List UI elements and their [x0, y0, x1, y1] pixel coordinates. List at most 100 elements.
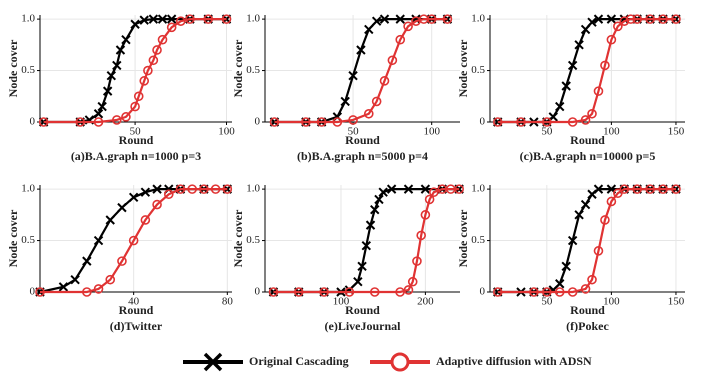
cross-marker: [371, 16, 382, 26]
circle-marker: [454, 184, 464, 194]
circle-marker: [332, 117, 343, 127]
x-axis-label: Round: [119, 303, 154, 317]
cross-marker: [361, 240, 372, 251]
y-axis-label: Node cover: [456, 209, 470, 267]
cross-marker: [102, 86, 113, 96]
circle-marker: [407, 276, 418, 287]
cross-marker: [139, 15, 149, 25]
y-tick-label: 0: [255, 116, 261, 128]
x-tick-label: 100: [423, 126, 440, 138]
cross-marker: [379, 14, 390, 24]
circle-marker: [117, 256, 127, 266]
circle-marker: [593, 246, 604, 256]
circle-marker: [671, 14, 681, 24]
circle-marker: [412, 256, 422, 266]
circle-marker: [492, 287, 503, 297]
cross-marker: [593, 14, 604, 24]
circle-marker: [369, 287, 380, 297]
caption: (f)Pokec: [566, 319, 609, 333]
y-tick-label: 0.5: [471, 234, 485, 246]
cross-marker: [374, 194, 384, 205]
circle-marker: [35, 287, 45, 297]
circle-marker: [395, 287, 405, 297]
series-line: [497, 188, 676, 294]
cross-marker: [356, 45, 366, 55]
cross-marker: [555, 101, 565, 112]
circle-marker: [567, 287, 578, 297]
circle-marker: [625, 14, 636, 24]
circle-marker: [269, 117, 280, 127]
x-tick-label: 100: [218, 126, 235, 138]
circle-marker: [157, 34, 168, 45]
cross-marker: [58, 282, 69, 292]
cross-marker: [128, 192, 139, 203]
subplot: 0 0.5 1.0 50 100 150 Round Node cover (c)B.A.gra…: [456, 13, 685, 163]
circle-marker: [139, 76, 150, 86]
circle-marker: [166, 22, 177, 33]
circle-marker: [203, 14, 214, 24]
caption: (a)B.A.graph n=1000 p=3: [71, 149, 201, 163]
cross-marker: [386, 184, 397, 194]
cross-marker: [357, 261, 367, 271]
subplot: 0 0.5 1.0 50 100 150 Round Node cover (f)Pokec: [456, 183, 685, 333]
y-axis-label: Node cover: [231, 39, 245, 97]
circle-marker: [133, 91, 144, 102]
cross-marker: [364, 24, 374, 35]
circle-marker: [121, 112, 131, 122]
circle-marker: [632, 184, 643, 194]
circle-marker: [658, 184, 668, 194]
y-tick-label: 1.0: [471, 183, 485, 195]
y-axis-label: Node cover: [456, 39, 470, 97]
cross-marker: [105, 215, 115, 225]
circle-marker: [529, 287, 539, 297]
circle-marker: [130, 101, 140, 112]
cross-marker: [378, 187, 388, 197]
circle-marker: [105, 274, 116, 285]
cross-marker: [152, 184, 162, 194]
circle-marker: [199, 184, 209, 194]
cross-marker: [140, 187, 151, 197]
caption: (c)B.A.graph n=10000 p=5: [520, 149, 656, 163]
cross-marker: [121, 34, 131, 45]
legend: Original Cascading Adaptive diffusion wit…: [183, 352, 592, 372]
y-tick-label: 0.5: [246, 234, 260, 246]
y-tick-label: 0: [30, 116, 36, 128]
x-axis-label: Round: [570, 303, 605, 317]
circle-marker: [619, 16, 630, 26]
x-tick-label: 50: [541, 296, 553, 308]
circle-marker: [152, 45, 162, 55]
circle-marker: [268, 287, 279, 297]
circle-marker: [75, 117, 86, 127]
cross-marker: [166, 14, 177, 24]
circle-marker: [143, 65, 153, 76]
cross-marker: [112, 60, 122, 71]
circle-marker: [210, 184, 221, 194]
cross-marker: [370, 204, 380, 215]
circle-marker: [301, 117, 311, 127]
x-tick-label: 100: [603, 296, 620, 308]
cross-marker: [353, 277, 363, 287]
circle-marker: [580, 115, 591, 125]
circle-marker: [152, 199, 162, 210]
x-tick-label: 50: [541, 126, 553, 138]
x-tick-label: 200: [417, 296, 434, 308]
circle-marker: [416, 230, 426, 241]
series-line: [43, 18, 227, 124]
circle-marker: [222, 184, 233, 194]
circle-marker: [128, 235, 139, 246]
legend-marker: [203, 352, 223, 372]
series-line: [40, 188, 228, 294]
caption: (d)Twitter: [110, 319, 163, 333]
caption: (e)LiveJournal: [325, 319, 402, 333]
circle-marker: [379, 76, 390, 86]
circle-marker: [554, 287, 565, 297]
circle-marker: [587, 274, 597, 285]
cross-marker: [567, 60, 578, 71]
x-tick-label: 40: [128, 296, 140, 308]
circle-marker: [293, 287, 304, 297]
circle-marker: [426, 14, 437, 24]
circle-marker: [38, 117, 49, 127]
y-tick-label: 1.0: [471, 13, 485, 25]
circle-marker: [542, 287, 552, 297]
cross-marker: [420, 184, 431, 194]
